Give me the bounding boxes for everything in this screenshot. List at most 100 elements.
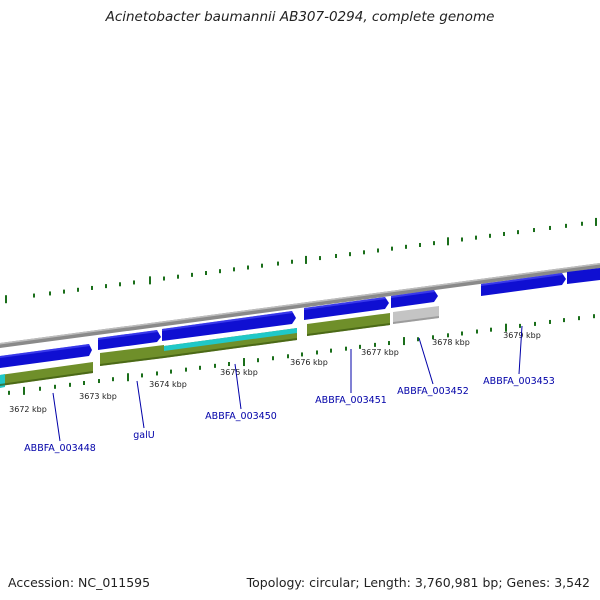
gc-outer-mark [261, 263, 263, 268]
gc-outer-mark [335, 253, 337, 258]
scale-tick-label: 3678 kbp [432, 338, 470, 347]
gc-outer-mark [291, 259, 293, 264]
gc-inner-mark [563, 318, 565, 323]
topology-summary-text: Topology: circular; Length: 3,760,981 bp… [246, 575, 590, 590]
gc-inner-mark [54, 384, 56, 389]
gc-inner-mark [8, 390, 10, 395]
label-leader-line [234, 363, 242, 410]
gc-outer-mark [565, 223, 567, 228]
gene-arrow-abbfa-003450[interactable] [162, 311, 296, 341]
gc-inner-mark [23, 386, 25, 395]
gc-inner-mark [388, 341, 390, 346]
gc-inner-mark [185, 367, 187, 372]
scale-tick-label: 3676 kbp [290, 358, 328, 367]
gc-outer-mark [247, 265, 249, 270]
gc-inner-mark [345, 346, 347, 351]
gc-outer-mark [133, 280, 135, 285]
cds-bar-abbfa-003448[interactable] [0, 362, 93, 386]
gene-label[interactable]: ABBFA_003453 [483, 376, 555, 387]
gene-arrow-galu[interactable] [98, 330, 161, 350]
gc-inner-mark [578, 316, 580, 321]
gc-inner-mark [403, 337, 405, 346]
gc-outer-mark [517, 230, 519, 235]
scale-tick-label: 3675 kbp [220, 368, 258, 377]
gc-outer-mark [489, 233, 491, 238]
gc-outer-mark [549, 225, 551, 230]
gc-outer-mark [433, 241, 435, 246]
cds-highlight-abbfa-003450 [164, 328, 297, 351]
gc-inner-mark [374, 342, 376, 347]
cds-bar-abbfa-003451[interactable] [307, 313, 390, 336]
gene-label-leaders [52, 325, 523, 442]
gc-inner-mark [69, 382, 71, 387]
gc-inner-mark [593, 314, 595, 319]
gene-label[interactable]: ABBFA_003452 [397, 386, 469, 397]
scale-tick-label: 3674 kbp [149, 380, 187, 389]
gc-inner-mark [549, 319, 551, 324]
gc-inner-mark [417, 337, 419, 342]
gc-inner-mark [141, 373, 143, 378]
gc-inner-mark [505, 323, 507, 332]
gc-inner-mark [257, 358, 259, 363]
gene-arrow-abbfa-003451[interactable] [304, 297, 389, 320]
gc-inner-mark [170, 369, 172, 374]
gc-inner-mark [432, 335, 434, 340]
gc-outer-mark [177, 274, 179, 279]
gc-skew-outer-marks [5, 217, 597, 304]
gc-inner-mark [330, 348, 332, 353]
gc-outer-mark [63, 289, 65, 294]
gc-outer-mark [277, 261, 279, 266]
gc-inner-mark [316, 350, 318, 355]
gc-outer-mark [233, 267, 235, 272]
gc-outer-mark [447, 237, 449, 246]
gc-outer-mark [319, 256, 321, 261]
gc-outer-mark [405, 244, 407, 249]
gc-inner-mark [228, 362, 230, 367]
gene-label[interactable]: ABBFA_003448 [24, 443, 96, 454]
map-title: Acinetobacter baumannii AB307-0294, comp… [105, 9, 495, 25]
gc-outer-mark [5, 295, 7, 304]
label-leader-line [418, 337, 434, 385]
gc-inner-mark [214, 363, 216, 368]
gc-inner-mark [490, 327, 492, 332]
gc-outer-mark [349, 252, 351, 257]
gene-arrow-abbfa-003453[interactable] [481, 273, 566, 296]
gc-outer-mark [305, 255, 307, 264]
gc-outer-mark [191, 272, 193, 277]
gc-inner-mark [519, 323, 521, 328]
cds-highlight-left [0, 374, 5, 388]
label-leader-line [518, 325, 523, 375]
gc-outer-mark [119, 282, 121, 287]
cds-bar-galu[interactable] [100, 345, 164, 366]
gc-inner-mark [98, 379, 100, 384]
scale-tick-label: 3672 kbp [9, 405, 47, 414]
gene-arrow-abbfa-003448[interactable] [0, 344, 92, 368]
gene-labels: ABBFA_003448 galU ABBFA_003450 ABBFA_003451… [24, 376, 555, 454]
scale-ticks: 3672 kbp 3673 kbp 3674 kbp 3675 kbp 3676 kbp… [9, 331, 541, 414]
gc-outer-mark [503, 231, 505, 236]
gc-outer-mark [377, 248, 379, 253]
gc-outer-mark [461, 237, 463, 242]
gc-outer-mark [419, 242, 421, 247]
gene-label[interactable]: ABBFA_003450 [205, 411, 277, 422]
gene-arrow-next[interactable] [567, 268, 600, 284]
gc-inner-mark [272, 356, 274, 361]
gc-inner-mark [461, 331, 463, 336]
gc-inner-mark [39, 386, 41, 391]
gene-label[interactable]: galU [133, 430, 154, 441]
accession-text: Accession: NC_011595 [8, 575, 151, 590]
gc-inner-mark [447, 333, 449, 338]
label-leader-line [52, 392, 61, 442]
gc-inner-mark [199, 365, 201, 370]
gc-outer-mark [91, 285, 93, 290]
gc-outer-mark [33, 293, 35, 298]
gc-outer-mark [363, 250, 365, 255]
gc-outer-mark [49, 291, 51, 296]
gc-inner-mark [112, 377, 114, 382]
gc-outer-mark [581, 221, 583, 226]
gc-outer-mark [595, 217, 597, 226]
gc-outer-mark [163, 276, 165, 281]
gc-inner-mark [83, 380, 85, 385]
gc-outer-mark [205, 271, 207, 276]
gene-label[interactable]: ABBFA_003451 [315, 395, 387, 406]
